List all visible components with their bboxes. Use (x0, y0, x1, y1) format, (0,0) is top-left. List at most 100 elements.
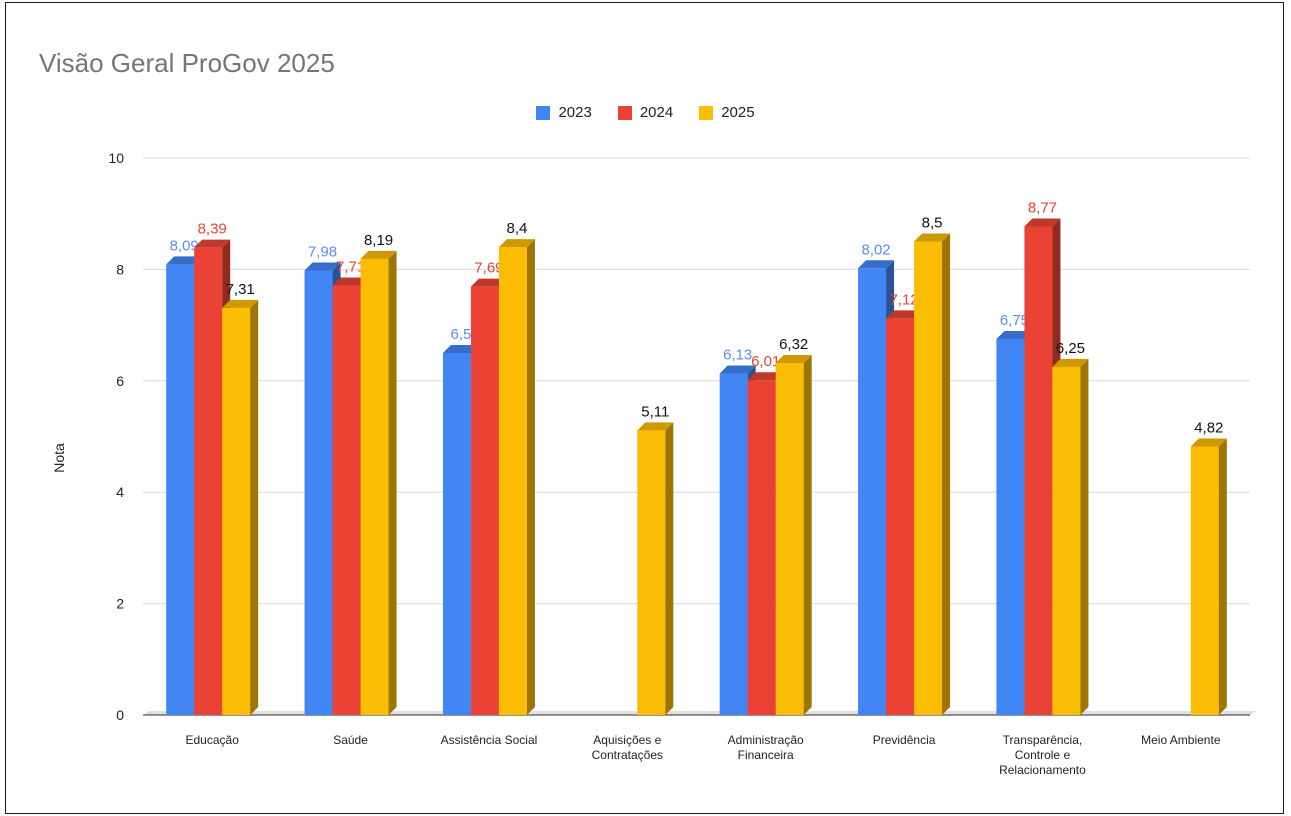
legend-swatch-2023 (536, 105, 551, 120)
data-label: 8,5 (922, 215, 943, 232)
legend: 2023 2024 2025 (6, 104, 1285, 121)
bar-top (637, 422, 674, 431)
data-label: 8,09 (170, 237, 199, 254)
bar (222, 307, 251, 715)
bar-top (166, 256, 203, 265)
bar (470, 286, 499, 715)
legend-label-2024: 2024 (639, 104, 674, 121)
bar-chart: 0 2 4 6 8 10 Nota 8,098,39 7,31 Educação 7,987,71 8… (51, 150, 1256, 777)
data-label: 7,12 (889, 291, 918, 308)
bar-side (665, 422, 674, 715)
x-tick-label: Financeira (738, 748, 794, 762)
bar-top (775, 354, 812, 363)
bar (194, 247, 223, 715)
data-label: 8,39 (198, 221, 227, 238)
bar (1052, 366, 1081, 715)
bar-top (304, 262, 341, 271)
data-label: 6,5 (451, 326, 472, 343)
bar-top (858, 260, 895, 269)
bar (442, 352, 471, 715)
bar (996, 339, 1025, 715)
bar-top (222, 299, 259, 308)
x-tick-label: Assistência Social (441, 733, 538, 747)
floor (143, 711, 1256, 715)
bar-side (250, 299, 259, 715)
data-label: 6,32 (779, 336, 808, 353)
bar (304, 270, 333, 715)
bar-top (332, 277, 369, 286)
bar (886, 318, 915, 715)
x-tick-label: Relacionamento (999, 763, 1086, 777)
y-tick-label: 2 (116, 596, 124, 612)
data-label: 7,98 (308, 244, 337, 261)
bar-top (442, 344, 479, 353)
bar-top (194, 239, 231, 248)
bar-top (914, 233, 951, 242)
data-label: 7,69 (474, 260, 503, 277)
bar-top (1024, 218, 1061, 227)
bar (332, 285, 361, 715)
x-tick-label: Meio Ambiente (1141, 733, 1221, 747)
data-label: 6,13 (723, 347, 752, 364)
bar (498, 247, 527, 715)
legend-label-2025: 2025 (721, 104, 755, 121)
bar-side (803, 354, 812, 715)
data-label: 8,19 (364, 232, 393, 249)
data-label: 6,75 (1000, 312, 1029, 329)
x-tick-label: Aquisições e (593, 733, 661, 747)
x-tick-label: Administração (728, 733, 804, 747)
bar-top (470, 278, 507, 287)
bar-side (942, 233, 951, 716)
x-tick-label: Educação (186, 733, 240, 747)
data-label: 4,82 (1194, 420, 1223, 437)
y-tick-label: 6 (116, 373, 124, 389)
y-tick-label: 10 (108, 150, 124, 166)
data-label: 8,02 (861, 241, 890, 258)
data-label: 6,25 (1056, 340, 1085, 357)
y-tick-label: 8 (116, 261, 124, 277)
bar-side (1218, 438, 1227, 715)
data-label: 5,11 (641, 403, 669, 420)
chart-title: Visão Geral ProGov 2025 (39, 48, 335, 78)
bar-top (886, 310, 923, 319)
bar-top (996, 331, 1033, 340)
chart-frame: Visão Geral ProGov 2025 2023 2024 2025 0… (5, 2, 1284, 814)
bar-top (498, 239, 535, 248)
legend-item-2024: 2024 (617, 104, 674, 121)
bar (858, 268, 887, 715)
y-tick-label: 0 (116, 707, 124, 723)
bar-top (1190, 438, 1227, 447)
bar-top (360, 250, 397, 259)
data-label: 8,77 (1028, 200, 1057, 217)
bar-top (1052, 358, 1089, 367)
x-tick-label: Controle e (1015, 748, 1071, 762)
data-label: 6,01 (751, 353, 780, 370)
bar-side (526, 239, 535, 715)
legend-item-2025: 2025 (699, 104, 755, 121)
bar (637, 430, 666, 715)
legend-swatch-2025 (699, 105, 714, 120)
data-label: 8,4 (507, 220, 528, 237)
x-tick-label: Transparência, (1003, 733, 1083, 747)
x-tick-label: Contratações (592, 748, 663, 762)
y-axis-label: Nota (51, 443, 67, 473)
bar (1024, 226, 1053, 716)
y-tick-label: 4 (116, 484, 124, 500)
legend-swatch-2024 (617, 105, 632, 120)
bar (775, 362, 804, 715)
data-label: 7,71 (336, 259, 365, 276)
bar (1190, 446, 1219, 715)
x-tick-label: Previdência (873, 733, 936, 747)
bar (914, 241, 943, 716)
bar-top (719, 365, 756, 374)
data-label: 7,31 (226, 281, 255, 298)
bar (719, 373, 748, 715)
bar-top (747, 372, 784, 381)
bar (360, 258, 389, 715)
bar (166, 264, 195, 715)
legend-item-2023: 2023 (536, 104, 592, 121)
bar-side (388, 250, 397, 715)
bar (747, 380, 776, 715)
bar-side (1080, 358, 1089, 715)
legend-label-2023: 2023 (558, 104, 592, 121)
